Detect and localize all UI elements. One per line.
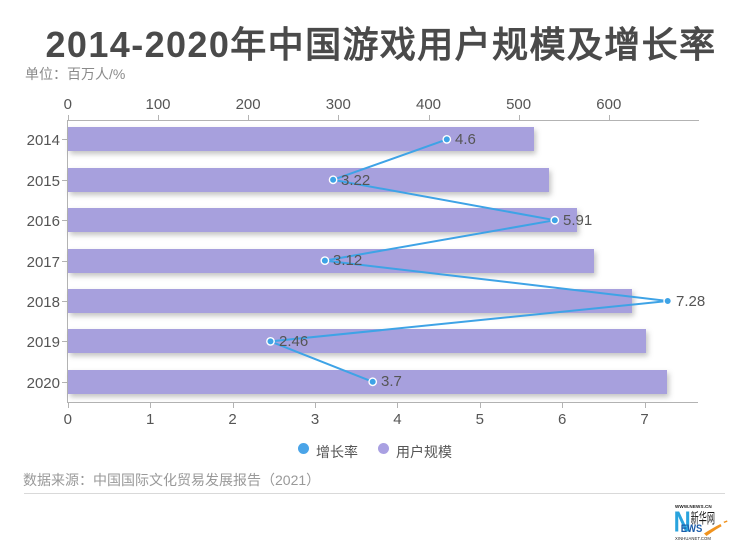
svg-text:新华网: 新华网 (691, 510, 715, 527)
svg-text:EWS: EWS (681, 523, 703, 535)
svg-text:N: N (674, 505, 691, 538)
svg-text:XINHUANET.COM: XINHUANET.COM (675, 536, 711, 541)
svg-text:WWW.NEWS.CN: WWW.NEWS.CN (675, 504, 712, 509)
